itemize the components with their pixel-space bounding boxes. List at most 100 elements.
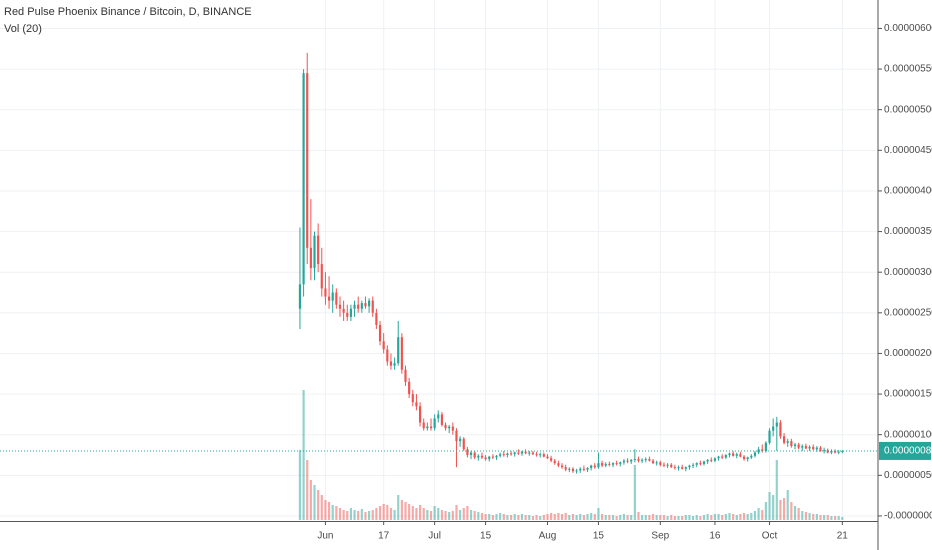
candle-body	[429, 426, 433, 429]
candle-body	[459, 438, 462, 442]
candle-body	[673, 467, 676, 469]
candle-body	[346, 312, 349, 317]
volume-bar	[455, 505, 458, 520]
candle-body	[819, 447, 822, 451]
volume-bar	[746, 514, 749, 520]
volume-bar	[411, 506, 414, 520]
candle-body	[659, 462, 662, 465]
volume-bar	[531, 516, 535, 520]
candle-body	[415, 402, 418, 407]
volume-bar	[615, 516, 618, 520]
volume-bar	[357, 511, 360, 520]
volume-bar	[502, 514, 505, 520]
volume-bar	[826, 515, 829, 520]
volume-bar	[670, 515, 673, 520]
candle-body	[801, 446, 804, 448]
volume-bar	[360, 509, 363, 520]
volume-bar	[491, 515, 494, 520]
volume-bar	[757, 508, 760, 520]
candle-body	[378, 325, 382, 342]
volume-bar	[801, 511, 804, 520]
y-tick-label: 0.00000600	[884, 23, 932, 34]
candle-body	[448, 426, 451, 429]
x-tick-label: 16	[709, 531, 721, 542]
volume-bar	[582, 515, 585, 520]
candle-body	[411, 394, 414, 403]
volume-bar	[495, 514, 498, 520]
candle-body	[499, 454, 502, 456]
volume-bar	[630, 515, 633, 520]
volume-bar	[841, 517, 844, 520]
volume-bar	[448, 512, 451, 520]
volume-bar	[823, 515, 826, 520]
candle-body	[644, 459, 647, 461]
volume-bar	[564, 513, 567, 520]
volume-bar	[677, 516, 680, 520]
volume-bar	[477, 512, 480, 520]
candle-body	[841, 450, 844, 452]
candle-body	[597, 463, 600, 468]
candle-body	[593, 465, 596, 468]
candle-body	[553, 460, 556, 464]
volume-bar	[579, 514, 582, 520]
volume-bar	[637, 512, 640, 520]
x-tick-label: Oct	[762, 531, 778, 542]
candle-body	[615, 463, 618, 465]
candle-body	[368, 300, 371, 307]
candle-body	[582, 468, 585, 470]
volume-bar	[706, 514, 709, 520]
volume-bar	[684, 515, 687, 520]
candle-body	[495, 455, 498, 458]
candle-body	[451, 426, 454, 431]
x-tick-label: 17	[378, 531, 390, 542]
candle-body	[750, 455, 753, 458]
candle-body	[506, 453, 509, 455]
candle-body	[440, 414, 444, 425]
x-tick-label: 15	[593, 531, 605, 542]
volume-bar	[480, 513, 484, 520]
volume-bar	[422, 508, 425, 520]
volume-bar	[499, 513, 502, 520]
volume-bar	[713, 514, 717, 520]
volume-bar	[408, 504, 411, 520]
candle-body	[699, 463, 702, 465]
candle-body	[528, 452, 531, 454]
candle-body	[590, 465, 593, 468]
volume-bar	[659, 515, 662, 520]
volume-bar	[364, 512, 367, 520]
candle-body	[604, 463, 607, 466]
last-price-label: 0.00000080	[884, 446, 932, 457]
candle-body	[641, 459, 644, 461]
candle-body	[630, 459, 633, 462]
candle-body	[524, 451, 527, 454]
x-tick-label: 21	[837, 531, 849, 542]
candle-body	[666, 464, 669, 466]
volume-bar	[546, 514, 549, 520]
candle-body	[477, 455, 480, 458]
candle-body	[331, 292, 334, 301]
candle-body	[724, 455, 727, 458]
volume-bar	[735, 515, 738, 520]
y-tick-label: 0.00000450	[884, 145, 932, 156]
volume-bar	[353, 510, 356, 520]
volume-bar	[306, 460, 309, 520]
candle-body	[491, 456, 494, 458]
candle-body	[688, 465, 691, 468]
volume-bar	[688, 515, 691, 520]
volume-bar	[524, 515, 527, 520]
volume-bar	[550, 513, 553, 520]
volume-bar	[724, 514, 727, 520]
candle-body	[702, 461, 706, 464]
candle-body	[746, 457, 749, 460]
x-tick-label: Aug	[539, 531, 557, 542]
candle-body	[455, 430, 458, 442]
candle-body	[360, 303, 363, 309]
volume-bar	[429, 511, 433, 520]
candle-body	[775, 422, 778, 427]
candle-body	[349, 308, 353, 317]
volume-bar	[753, 511, 757, 520]
candle-body	[728, 453, 731, 455]
y-tick-label: 0.00000300	[884, 267, 932, 278]
volume-bar	[378, 506, 382, 520]
